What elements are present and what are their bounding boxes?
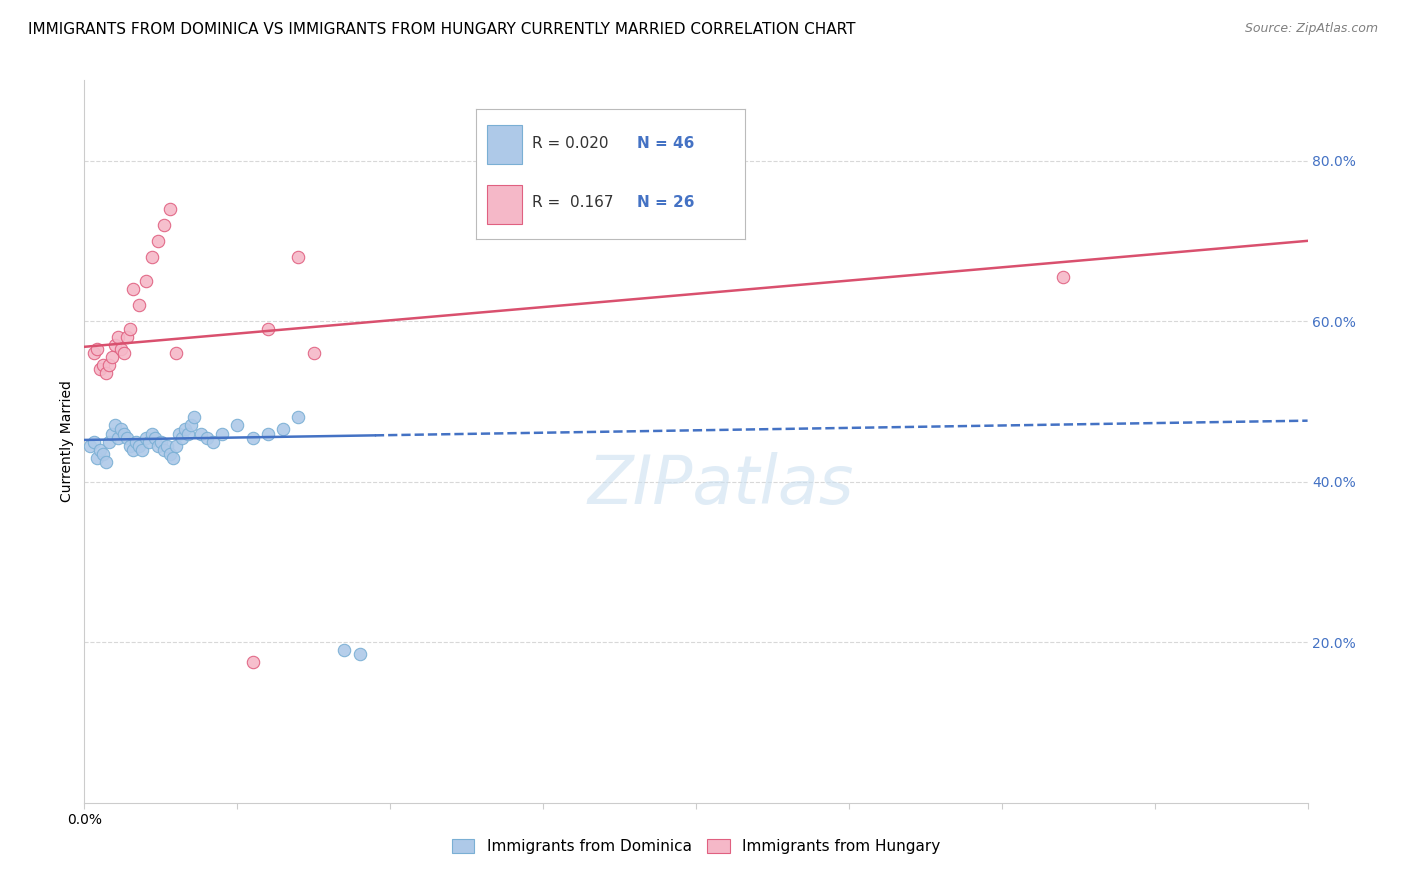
Point	[122, 442, 145, 457]
Point	[177, 426, 200, 441]
Point	[211, 426, 233, 441]
Point	[135, 274, 157, 288]
Point	[107, 330, 129, 344]
Point	[156, 438, 179, 452]
Text: Source: ZipAtlas.com: Source: ZipAtlas.com	[1244, 22, 1378, 36]
Point	[153, 442, 176, 457]
Point	[107, 430, 129, 444]
Point	[174, 422, 197, 436]
Point	[146, 438, 169, 452]
Point	[153, 218, 176, 232]
Point	[120, 438, 142, 452]
Point	[333, 643, 356, 657]
Point	[257, 426, 280, 441]
Point	[86, 450, 108, 465]
Point	[257, 322, 280, 336]
Point	[287, 410, 309, 425]
Point	[86, 342, 108, 356]
Point	[101, 426, 124, 441]
Point	[115, 430, 138, 444]
Point	[141, 250, 163, 264]
Point	[190, 426, 212, 441]
Point	[115, 330, 138, 344]
Point	[242, 655, 264, 669]
Point	[159, 202, 181, 216]
Point	[83, 346, 105, 360]
Point	[101, 350, 124, 364]
Y-axis label: Currently Married: Currently Married	[60, 381, 75, 502]
Point	[135, 430, 157, 444]
Point	[172, 430, 194, 444]
Point	[167, 426, 190, 441]
Point	[120, 322, 142, 336]
Point	[180, 418, 202, 433]
Point	[149, 434, 172, 449]
Point	[94, 366, 117, 380]
Point	[97, 358, 120, 372]
Point	[349, 648, 371, 662]
Point	[89, 362, 111, 376]
Point	[165, 346, 187, 360]
Point	[138, 434, 160, 449]
Point	[89, 442, 111, 457]
Point	[201, 434, 224, 449]
Point	[226, 418, 249, 433]
Point	[242, 430, 264, 444]
Point	[91, 358, 114, 372]
Point	[104, 338, 127, 352]
Point	[131, 442, 153, 457]
Point	[302, 346, 325, 360]
Point	[79, 438, 101, 452]
Point	[159, 446, 181, 460]
Text: ZIPatlas: ZIPatlas	[588, 452, 853, 518]
Point	[128, 298, 150, 312]
Point	[83, 434, 105, 449]
Text: IMMIGRANTS FROM DOMINICA VS IMMIGRANTS FROM HUNGARY CURRENTLY MARRIED CORRELATIO: IMMIGRANTS FROM DOMINICA VS IMMIGRANTS F…	[28, 22, 856, 37]
Point	[287, 250, 309, 264]
Point	[110, 342, 132, 356]
Point	[141, 426, 163, 441]
Point	[271, 422, 294, 436]
Point	[162, 450, 184, 465]
Point	[128, 438, 150, 452]
Point	[97, 434, 120, 449]
Point	[1052, 269, 1074, 284]
Point	[146, 234, 169, 248]
Legend: Immigrants from Dominica, Immigrants from Hungary: Immigrants from Dominica, Immigrants fro…	[446, 833, 946, 860]
Point	[112, 426, 135, 441]
Point	[104, 418, 127, 433]
Point	[195, 430, 218, 444]
Point	[112, 346, 135, 360]
Point	[125, 434, 148, 449]
Point	[122, 282, 145, 296]
Point	[94, 454, 117, 469]
Point	[165, 438, 187, 452]
Point	[110, 422, 132, 436]
Point	[183, 410, 205, 425]
Point	[91, 446, 114, 460]
Point	[143, 430, 166, 444]
